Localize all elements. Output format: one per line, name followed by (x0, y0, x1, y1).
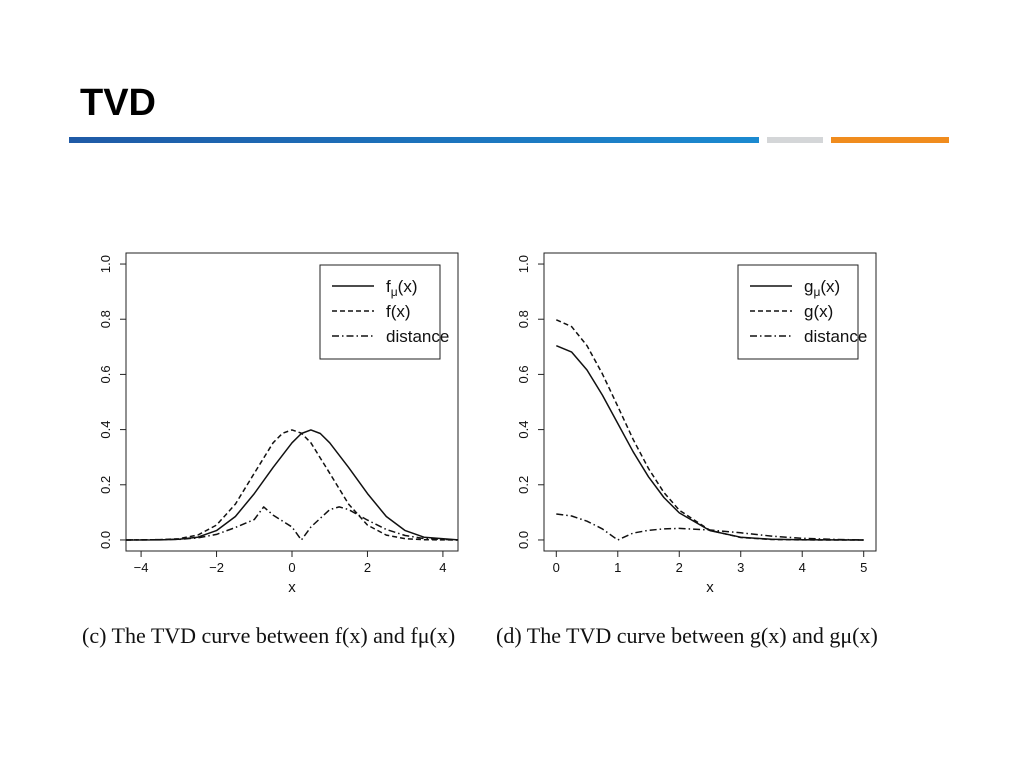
y-tick-label: 0.8 (98, 310, 113, 328)
title-rule-gray-segment (767, 137, 823, 143)
title-rule-blue-segment (69, 137, 759, 143)
series-line-solid (125, 429, 459, 541)
x-tick-label: 4 (439, 560, 446, 575)
legend-label: fμ(x) (386, 277, 417, 299)
legend-label: distance (386, 327, 449, 346)
y-tick-label: 0.0 (98, 531, 113, 549)
series-line-solid (556, 345, 864, 541)
y-tick-label: 0.6 (516, 365, 531, 383)
x-tick-label: −2 (209, 560, 224, 575)
y-tick-label: 1.0 (516, 255, 531, 273)
tvd-chart-f: −4 −2 0 2 4 0.0 0.2 0.4 0.6 0.8 1.0 x fμ(x) f(x) dista… (98, 252, 459, 596)
x-tick-label: 0 (553, 560, 560, 575)
x-tick-label: 4 (799, 560, 806, 575)
x-tick-label: 2 (364, 560, 371, 575)
tvd-chart-g: 0 1 2 3 4 5 0.0 0.2 0.4 0.6 0.8 1.0 x gμ(x) g(x) distan… (516, 252, 877, 596)
x-tick-label: 0 (288, 560, 295, 575)
x-tick-label: 5 (860, 560, 867, 575)
legend-label: gμ(x) (804, 277, 840, 299)
y-tick-label: 1.0 (98, 255, 113, 273)
legend-label: g(x) (804, 302, 833, 321)
series-line-dashdot (125, 506, 459, 541)
y-tick-label: 0.6 (98, 365, 113, 383)
x-axis-label: x (288, 579, 296, 596)
legend-box (737, 264, 859, 360)
series-line-dashdot (556, 513, 864, 541)
x-axis-label: x (706, 579, 714, 596)
slide-title: TVD (80, 82, 156, 124)
y-tick-label: 0.2 (516, 476, 531, 494)
y-tick-label: 0.0 (516, 531, 531, 549)
legend-label: f(x) (386, 302, 411, 321)
y-tick-label: 0.4 (98, 421, 113, 439)
x-tick-label: 3 (737, 560, 744, 575)
x-tick-label: 1 (614, 560, 621, 575)
legend-label: distance (804, 327, 867, 346)
title-rule-orange-segment (831, 137, 949, 143)
legend-box (319, 264, 441, 360)
plot-frame (543, 252, 877, 552)
title-rule (69, 137, 949, 143)
x-tick-label: 2 (676, 560, 683, 575)
caption-d: (d) The TVD curve between g(x) and gμ(x) (496, 623, 878, 648)
series-line-dashed (125, 429, 459, 541)
y-tick-label: 0.8 (516, 310, 531, 328)
caption-c: (c) The TVD curve between f(x) and fμ(x) (82, 623, 456, 648)
series-line-dashed (555, 319, 864, 541)
x-tick-label: −4 (134, 560, 149, 575)
y-tick-label: 0.4 (516, 421, 531, 439)
y-tick-label: 0.2 (98, 476, 113, 494)
